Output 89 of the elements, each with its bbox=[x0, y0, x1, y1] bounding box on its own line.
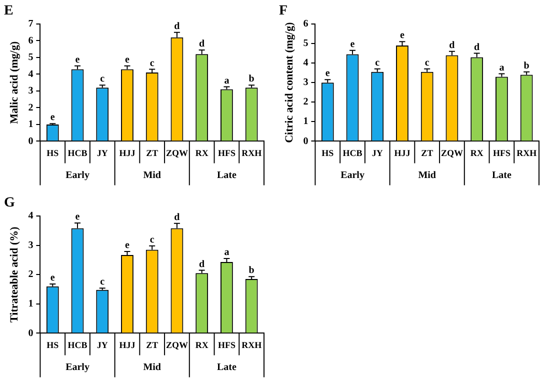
annotation: d bbox=[174, 212, 180, 223]
x-tick-label: ZQW bbox=[166, 148, 188, 158]
x-tick-label: RXH bbox=[516, 148, 537, 158]
annotation: e bbox=[75, 212, 80, 223]
text: Early bbox=[340, 170, 364, 181]
x-tick-label: HJJ bbox=[394, 148, 411, 158]
annotation: d bbox=[449, 40, 456, 51]
annotation: e bbox=[325, 68, 330, 80]
x-tick-label: HCB bbox=[68, 148, 88, 158]
y-tick-label: 3 bbox=[303, 77, 308, 88]
y-tick-label: 1 bbox=[28, 119, 34, 130]
x-tick-label: HCB bbox=[68, 340, 88, 350]
y-tick-label: 4 bbox=[28, 210, 34, 222]
annotation: d bbox=[474, 42, 480, 53]
y-tick-label: 3 bbox=[28, 86, 34, 97]
x-tick-label: RX bbox=[470, 148, 484, 158]
y-axis-title: Malic acid (mg/g) bbox=[8, 41, 20, 124]
annotation: e bbox=[50, 272, 56, 284]
text: Early bbox=[66, 362, 90, 373]
annotation: a bbox=[224, 247, 230, 258]
x-tick-label: ZT bbox=[421, 148, 434, 158]
annotation: e bbox=[125, 54, 130, 66]
text: Early bbox=[66, 170, 90, 181]
annotation: b bbox=[248, 265, 255, 276]
x-tick-label: HFS bbox=[218, 148, 236, 158]
y-tick-label: 2 bbox=[28, 102, 34, 114]
annotation: c bbox=[375, 58, 380, 69]
x-tick-label: RXH bbox=[242, 148, 262, 158]
annotation: c bbox=[424, 58, 430, 69]
x-tick-label: RX bbox=[195, 148, 209, 158]
x-tick-label: RXH bbox=[242, 340, 262, 350]
x-tick-label: JY bbox=[96, 340, 108, 350]
annotation: e bbox=[50, 112, 56, 124]
chart-title: E bbox=[4, 4, 14, 19]
y-tick-label: 0 bbox=[28, 136, 34, 147]
annotation: a bbox=[224, 75, 230, 86]
text: Mid bbox=[143, 170, 162, 181]
chart-title: F bbox=[279, 4, 288, 19]
annotation: e bbox=[125, 240, 130, 252]
x-tick-label: HFS bbox=[492, 148, 510, 158]
y-tick-label: 1 bbox=[303, 116, 308, 128]
y-tick-label: 6 bbox=[28, 35, 34, 46]
y-axis-title: Titrateable acid (%) bbox=[8, 226, 20, 322]
annotation: b bbox=[524, 60, 530, 72]
annotation: c bbox=[150, 234, 155, 246]
annotation: c bbox=[100, 74, 106, 85]
annotation: d bbox=[174, 20, 180, 32]
x-tick-label: ZQW bbox=[440, 148, 463, 158]
y-tick-label: 3 bbox=[28, 240, 34, 251]
x-tick-label: HJJ bbox=[119, 148, 136, 158]
y-tick-label: 5 bbox=[303, 38, 308, 50]
annotation: e bbox=[350, 38, 356, 50]
x-tick-label: HCB bbox=[342, 148, 362, 158]
annotation: e bbox=[75, 54, 80, 66]
annotation: c bbox=[100, 276, 106, 288]
annotation: b bbox=[248, 74, 255, 85]
x-tick-label: HS bbox=[322, 148, 334, 158]
y-axis-title: Citric acid content (mg/g) bbox=[283, 22, 296, 143]
y-tick-label: 4 bbox=[303, 58, 308, 69]
y-tick-label: 7 bbox=[28, 18, 34, 30]
text: Late bbox=[216, 170, 237, 181]
text: Late bbox=[216, 362, 237, 373]
y-tick-label: 0 bbox=[303, 136, 308, 147]
y-tick-label: 1 bbox=[28, 298, 34, 310]
y-tick-label: 2 bbox=[303, 96, 308, 108]
text: Mid bbox=[143, 362, 162, 373]
x-tick-label: JY bbox=[372, 148, 384, 158]
annotation: a bbox=[499, 62, 504, 74]
annotation: c bbox=[150, 58, 155, 69]
y-tick-label: 4 bbox=[28, 68, 34, 80]
x-tick-label: HS bbox=[46, 340, 59, 350]
x-tick-label: ZT bbox=[146, 340, 158, 350]
x-tick-label: HFS bbox=[218, 340, 236, 350]
x-tick-label: ZQW bbox=[166, 340, 188, 350]
x-tick-label: RX bbox=[195, 340, 209, 350]
text: Mid bbox=[418, 170, 436, 181]
annotation: d bbox=[199, 38, 206, 50]
y-tick-label: 2 bbox=[28, 269, 34, 280]
text: Late bbox=[492, 170, 512, 181]
y-tick-label: 5 bbox=[28, 52, 34, 64]
y-tick-label: 6 bbox=[303, 18, 308, 30]
chart-title: G bbox=[4, 196, 15, 211]
x-tick-label: ZT bbox=[146, 148, 158, 158]
y-tick-label: 0 bbox=[28, 328, 34, 339]
x-tick-label: HJJ bbox=[119, 340, 136, 350]
annotation: e bbox=[400, 30, 406, 42]
x-tick-label: HS bbox=[46, 148, 59, 158]
x-tick-label: JY bbox=[96, 148, 108, 158]
annotation: d bbox=[199, 258, 206, 270]
